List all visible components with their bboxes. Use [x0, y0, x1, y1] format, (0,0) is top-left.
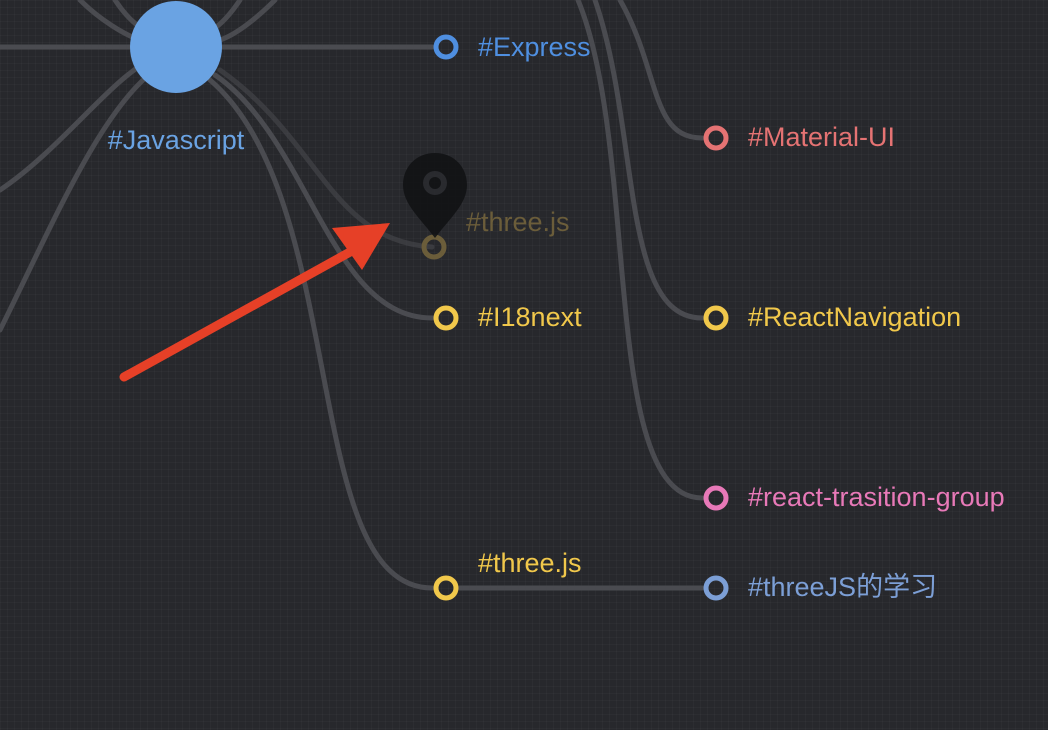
node-express-ring — [433, 34, 459, 60]
map-pin-icon — [403, 153, 467, 238]
node-express-label: #Express — [478, 32, 591, 62]
node-material-ui-ring — [703, 125, 729, 151]
node-threejs-learning[interactable]: #threeJS的学习 — [703, 572, 937, 602]
arrow-icon — [119, 223, 390, 382]
node-threejs-learning-ring — [703, 575, 729, 601]
node-react-transition-group-label: #react-trasition-group — [748, 482, 1005, 512]
edge-top-right-b — [217, 0, 278, 43]
node-three-js-label: #three.js — [478, 548, 582, 578]
edge-three-js — [207, 77, 435, 591]
edge-dragging — [217, 67, 435, 250]
node-react-transition-group[interactable]: #react-trasition-group — [703, 482, 1005, 512]
edge-left-upper — [0, 57, 153, 193]
node-express[interactable]: #Express — [433, 32, 591, 62]
node-three-js[interactable]: #three.js — [433, 548, 582, 601]
node-react-navigation-ring — [703, 305, 729, 331]
node-material-ui-label: #Material-UI — [748, 122, 895, 152]
node-i18next[interactable]: #I18next — [433, 302, 582, 332]
edge-left-lower — [0, 67, 158, 333]
center-node-label: #Javascript — [108, 125, 245, 155]
graph-edges — [0, 0, 705, 591]
node-material-ui[interactable]: #Material-UI — [703, 122, 895, 152]
node-react-transition-group-ring — [703, 485, 729, 511]
node-three-js-dragging-ring — [421, 234, 447, 260]
edge-material-ui — [617, 0, 705, 141]
node-three-js-dragging[interactable]: #three.js — [421, 207, 570, 260]
node-i18next-label: #I18next — [478, 302, 582, 332]
edge-react-transition-group — [575, 0, 705, 501]
node-three-js-dragging-label: #three.js — [466, 207, 570, 237]
center-node-javascript[interactable] — [130, 1, 222, 93]
node-i18next-ring — [433, 305, 459, 331]
node-threejs-learning-label: #threeJS的学习 — [748, 572, 937, 602]
edge-i18next — [212, 72, 435, 321]
node-three-js-ring — [433, 575, 459, 601]
node-react-navigation[interactable]: #ReactNavigation — [703, 302, 961, 332]
node-react-navigation-label: #ReactNavigation — [748, 302, 961, 332]
edge-react-navigation — [592, 0, 705, 321]
